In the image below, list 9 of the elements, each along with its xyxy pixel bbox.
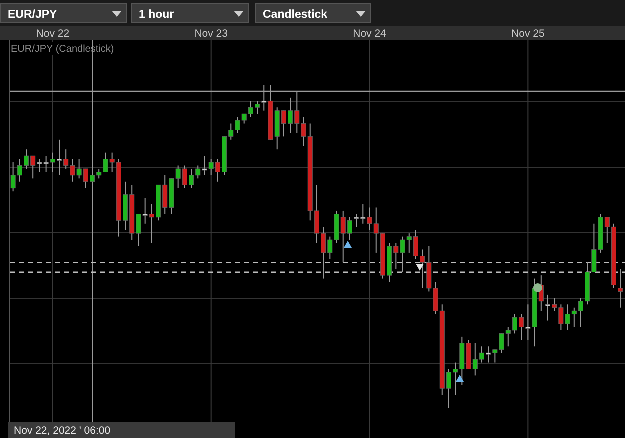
x-tick-label: Nov 25 [512, 28, 545, 40]
text: Candlestick [263, 9, 328, 21]
x-tick-label: Nov 24 [353, 28, 387, 40]
text: EUR/JPY [8, 9, 58, 21]
x-tick-label: Nov 22 [36, 28, 70, 40]
candlestick [618, 268, 624, 308]
text: 1 hour [139, 9, 175, 21]
x-tick-label: Nov 23 [194, 28, 228, 40]
ref-line-label: Nov 22, 2022 ' 06:00 [14, 425, 111, 437]
